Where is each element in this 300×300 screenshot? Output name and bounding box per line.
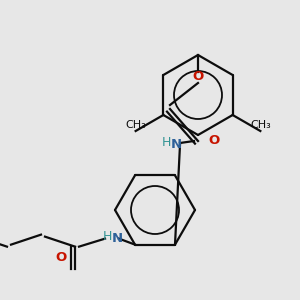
Text: CH₃: CH₃ [125, 120, 146, 130]
Text: H: H [102, 230, 112, 243]
Text: O: O [56, 251, 67, 264]
Text: O: O [208, 134, 220, 148]
Text: CH₃: CH₃ [250, 120, 271, 130]
Text: N: N [111, 232, 123, 245]
Text: O: O [192, 70, 204, 83]
Text: N: N [170, 139, 182, 152]
Text: H: H [161, 136, 171, 148]
